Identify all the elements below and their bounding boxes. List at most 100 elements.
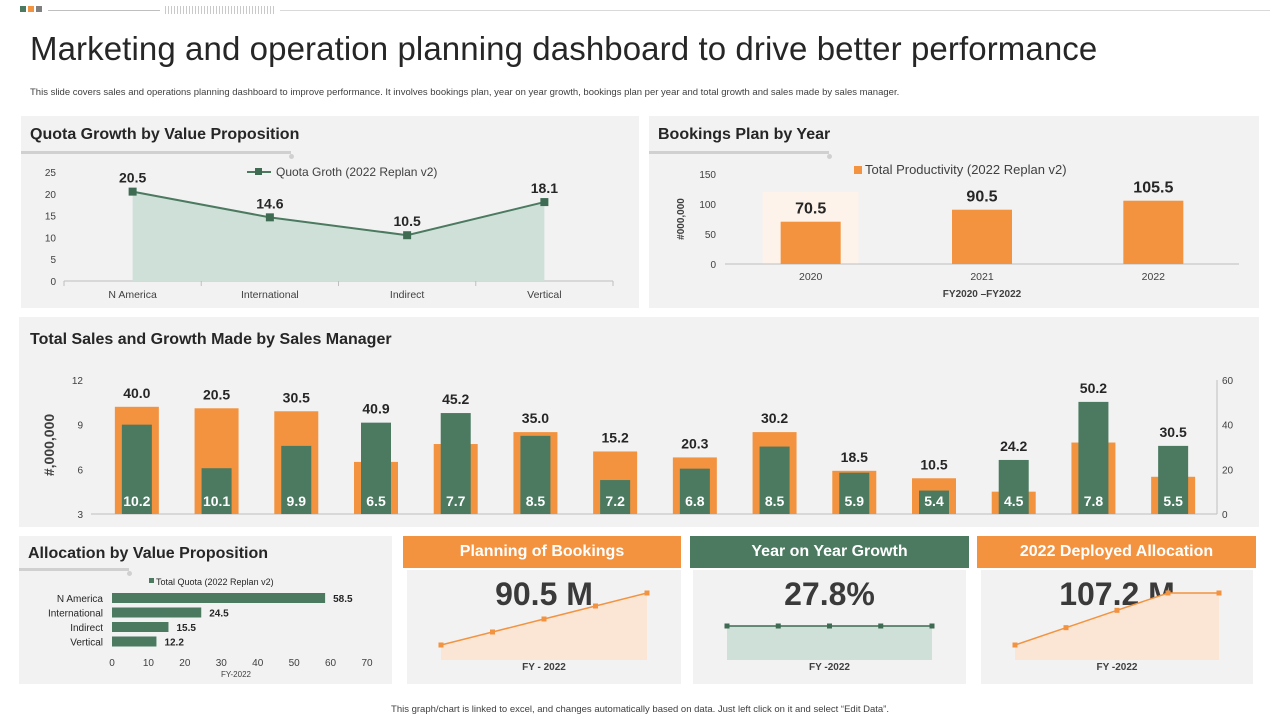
growth-bar xyxy=(440,413,471,514)
y-left-tick-label: 12 xyxy=(72,376,84,387)
growth-data-label: 10.5 xyxy=(920,456,947,472)
growth-bar xyxy=(600,480,631,514)
header-tick-strip xyxy=(165,6,275,14)
y-tick-label: 10 xyxy=(45,233,57,244)
sparkline-area xyxy=(1015,593,1219,660)
sales-data-label: 5.9 xyxy=(845,493,865,509)
y-tick-label: 50 xyxy=(705,230,717,241)
sales-data-label: 6.5 xyxy=(366,493,386,509)
bookings-plan-title: Bookings Plan by Year xyxy=(658,126,831,143)
sales-growth-chart[interactable]: 3 6 9 12 0 20 40 60 #,000,000 40.0 10.2 20.5 10.1 30.… xyxy=(19,317,1259,527)
growth-data-label: 30.5 xyxy=(1160,424,1187,440)
y-left-tick-label: 6 xyxy=(77,465,83,476)
sparkline-point xyxy=(490,629,495,635)
kpi-allocation-title: 2022 Deployed Allocation xyxy=(1019,543,1214,560)
page-subtitle: This slide covers sales and operations p… xyxy=(30,87,900,98)
bookings-data-label: 90.5 xyxy=(966,189,997,206)
x-tick-label: 20 xyxy=(179,658,191,669)
y-left-tick-label: 9 xyxy=(77,421,83,432)
quota-growth-chart[interactable]: 0 5 10 15 20 25 20.5 N America 14.6 International… xyxy=(21,116,639,308)
x-tick-label: 2021 xyxy=(970,271,994,283)
panel-title-underline xyxy=(649,151,829,154)
growth-bar xyxy=(679,468,710,514)
allocation-bar xyxy=(112,607,202,618)
growth-bar xyxy=(201,468,232,514)
x-tick-label: International xyxy=(241,289,299,301)
kpi-planning-title: Planning of Bookings xyxy=(459,543,625,560)
quota-growth-title: Quota Growth by Value Proposition xyxy=(30,126,300,143)
y-tick-label: 0 xyxy=(50,277,56,288)
allocation-chart[interactable]: Total Quota (2022 Replan v2) N America 58.… xyxy=(19,536,392,684)
growth-bar xyxy=(759,446,790,514)
sales-data-label: 10.1 xyxy=(203,493,230,509)
bookings-bar xyxy=(952,209,1012,264)
growth-data-label: 20.3 xyxy=(681,435,708,451)
sales-growth-panel: Total Sales and Growth Made by Sales Man… xyxy=(19,317,1259,527)
panel-title-underline xyxy=(21,151,291,154)
legend-label: Total Quota (2022 Replan v2) xyxy=(156,577,274,587)
x-tick-label: 50 xyxy=(289,658,301,669)
y-axis-title: #000,000 xyxy=(676,198,687,240)
sales-data-label: 9.9 xyxy=(287,493,307,509)
kpi-yoy-card: 27.8% FY -2022 xyxy=(693,570,966,684)
x-tick-label: 40 xyxy=(252,658,264,669)
growth-bar xyxy=(839,472,870,514)
quota-data-label: 20.5 xyxy=(119,170,146,186)
sales-data-label: 6.8 xyxy=(685,493,705,509)
y-tick-label: 100 xyxy=(699,200,716,211)
allocation-bar xyxy=(112,622,169,632)
y-category-label: Vertical xyxy=(70,638,103,649)
deco-square-orange xyxy=(28,6,34,12)
kpi-yoy-value: 27.8% xyxy=(784,576,875,612)
kpi-allocation-card: 107.2 M FY -2022 xyxy=(981,570,1253,684)
kpi-yoy-title: Year on Year Growth xyxy=(751,543,908,560)
growth-bar xyxy=(520,435,551,514)
sparkline-area xyxy=(727,626,932,660)
sparkline-point xyxy=(878,623,884,629)
kpi-allocation-header: 2022 Deployed Allocation xyxy=(977,536,1256,568)
growth-bar xyxy=(919,490,949,514)
header-rule xyxy=(48,10,160,11)
bookings-plan-panel: Bookings Plan by Year 0 50 100 150 70.5 2020 9… xyxy=(649,116,1259,308)
bookings-data-label: 70.5 xyxy=(795,201,826,218)
sales-data-label: 5.4 xyxy=(924,493,944,509)
deco-square-green xyxy=(20,6,26,12)
growth-data-label: 20.5 xyxy=(203,386,230,402)
footer-note: This graph/chart is linked to excel, and… xyxy=(391,704,889,715)
kpi-allocation-sparkline xyxy=(1012,590,1222,660)
kpi-planning-fy: FY - 2022 xyxy=(522,662,566,673)
kpi-planning-card: 90.5 M FY - 2022 xyxy=(407,570,681,684)
growth-data-label: 50.2 xyxy=(1080,380,1107,396)
kpi-planning-sparkline xyxy=(438,590,650,660)
kpi-yoy-header: Year on Year Growth xyxy=(690,536,969,568)
page-title: Marketing and operation planning dashboa… xyxy=(30,30,1098,67)
legend-marker xyxy=(854,166,862,174)
growth-data-label: 45.2 xyxy=(442,391,469,407)
growth-bar xyxy=(281,445,312,514)
growth-data-label: 15.2 xyxy=(602,429,629,445)
panel-title-underline-dot xyxy=(827,154,832,159)
quota-data-label: 10.5 xyxy=(394,213,421,229)
bookings-plan-chart[interactable]: 0 50 100 150 70.5 2020 90.5 2021 105.5 2022 FY2020… xyxy=(649,116,1259,308)
x-tick-label: Indirect xyxy=(390,289,425,301)
sales-data-label: 8.5 xyxy=(765,493,785,509)
allocation-data-label: 24.5 xyxy=(209,609,229,620)
kpi-yoy-sparkline xyxy=(724,623,935,660)
sparkline-point xyxy=(438,642,444,648)
growth-bar xyxy=(121,424,152,514)
header-rule-right xyxy=(280,10,1270,11)
kpi-yoy-fy: FY -2022 xyxy=(809,662,850,673)
panel-title-underline-dot xyxy=(127,571,132,576)
sales-data-label: 7.2 xyxy=(605,493,625,509)
growth-data-label: 40.9 xyxy=(362,401,389,417)
y-right-tick-label: 60 xyxy=(1222,376,1234,387)
growth-data-label: 30.5 xyxy=(283,389,310,405)
y-tick-label: 0 xyxy=(710,260,716,271)
sales-data-label: 7.7 xyxy=(446,493,466,509)
quota-data-label: 14.6 xyxy=(256,195,283,211)
sparkline-point xyxy=(827,623,832,629)
x-tick-label: 2020 xyxy=(799,271,823,283)
sparkline-point xyxy=(1114,607,1120,613)
growth-data-label: 40.0 xyxy=(123,385,150,401)
x-tick-label: 70 xyxy=(361,658,373,669)
